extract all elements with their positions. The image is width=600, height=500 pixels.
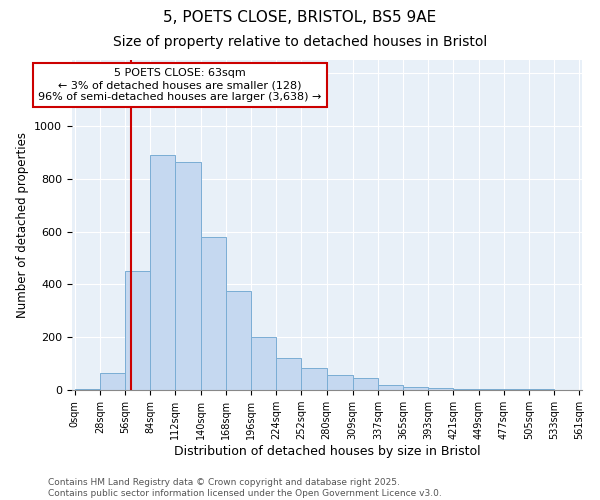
- Y-axis label: Number of detached properties: Number of detached properties: [16, 132, 29, 318]
- Text: 5, POETS CLOSE, BRISTOL, BS5 9AE: 5, POETS CLOSE, BRISTOL, BS5 9AE: [163, 10, 437, 25]
- Bar: [378, 384, 403, 390]
- Bar: [251, 337, 276, 390]
- Bar: [226, 291, 251, 390]
- Bar: [200, 237, 226, 390]
- Bar: [428, 388, 454, 390]
- Bar: [403, 387, 428, 390]
- Bar: [276, 358, 301, 390]
- X-axis label: Distribution of detached houses by size in Bristol: Distribution of detached houses by size …: [173, 445, 481, 458]
- Bar: [479, 389, 504, 390]
- Bar: [175, 162, 200, 390]
- Bar: [125, 271, 150, 390]
- Bar: [353, 378, 378, 390]
- Bar: [301, 368, 326, 390]
- Bar: [454, 388, 479, 390]
- Bar: [504, 389, 529, 390]
- Text: Contains HM Land Registry data © Crown copyright and database right 2025.
Contai: Contains HM Land Registry data © Crown c…: [48, 478, 442, 498]
- Bar: [326, 376, 353, 390]
- Text: Size of property relative to detached houses in Bristol: Size of property relative to detached ho…: [113, 35, 487, 49]
- Bar: [100, 373, 125, 390]
- Bar: [150, 155, 175, 390]
- Text: 5 POETS CLOSE: 63sqm
← 3% of detached houses are smaller (128)
96% of semi-detac: 5 POETS CLOSE: 63sqm ← 3% of detached ho…: [38, 68, 322, 102]
